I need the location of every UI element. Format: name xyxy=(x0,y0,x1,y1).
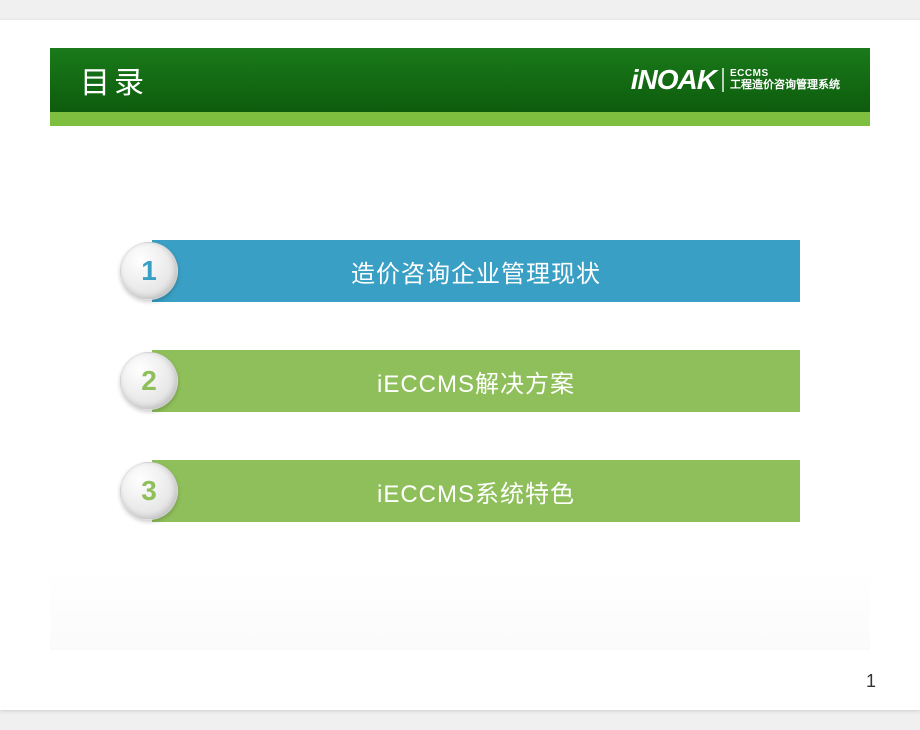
toc-bar-3: iECCMS系统特色 xyxy=(152,460,800,522)
toc-label-2: iECCMS解决方案 xyxy=(377,364,575,399)
toc-label-3: iECCMS系统特色 xyxy=(377,474,575,509)
logo-mark: iNOAK xyxy=(631,64,726,96)
toc-number-1: 1 xyxy=(141,255,157,287)
logo-line2: 工程造价咨询管理系统 xyxy=(730,79,840,91)
header-bar: 目录 iNOAK ECCMS 工程造价咨询管理系统 xyxy=(50,48,870,112)
slide: 目录 iNOAK ECCMS 工程造价咨询管理系统 造价咨询企业管理现状 1 i… xyxy=(0,20,920,710)
toc-number-2: 2 xyxy=(141,365,157,397)
logo-text: ECCMS 工程造价咨询管理系统 xyxy=(730,68,840,91)
toc-item-2: iECCMS解决方案 2 xyxy=(120,350,800,412)
toc-bar-1: 造价咨询企业管理现状 xyxy=(152,240,800,302)
page-title: 目录 xyxy=(80,58,148,102)
toc-bar-2: iECCMS解决方案 xyxy=(152,350,800,412)
toc-list: 造价咨询企业管理现状 1 iECCMS解决方案 2 iECCMS系统特色 3 xyxy=(120,240,800,522)
toc-label-1: 造价咨询企业管理现状 xyxy=(351,254,601,289)
toc-number-3: 3 xyxy=(141,475,157,507)
toc-item-3: iECCMS系统特色 3 xyxy=(120,460,800,522)
brand-logo: iNOAK ECCMS 工程造价咨询管理系统 xyxy=(631,64,840,96)
toc-badge-2: 2 xyxy=(120,352,178,410)
fade-overlay xyxy=(50,570,870,650)
toc-badge-3: 3 xyxy=(120,462,178,520)
logo-line1: ECCMS xyxy=(730,68,840,79)
toc-item-1: 造价咨询企业管理现状 1 xyxy=(120,240,800,302)
page-number: 1 xyxy=(866,671,876,692)
header-underline xyxy=(50,112,870,126)
toc-badge-1: 1 xyxy=(120,242,178,300)
